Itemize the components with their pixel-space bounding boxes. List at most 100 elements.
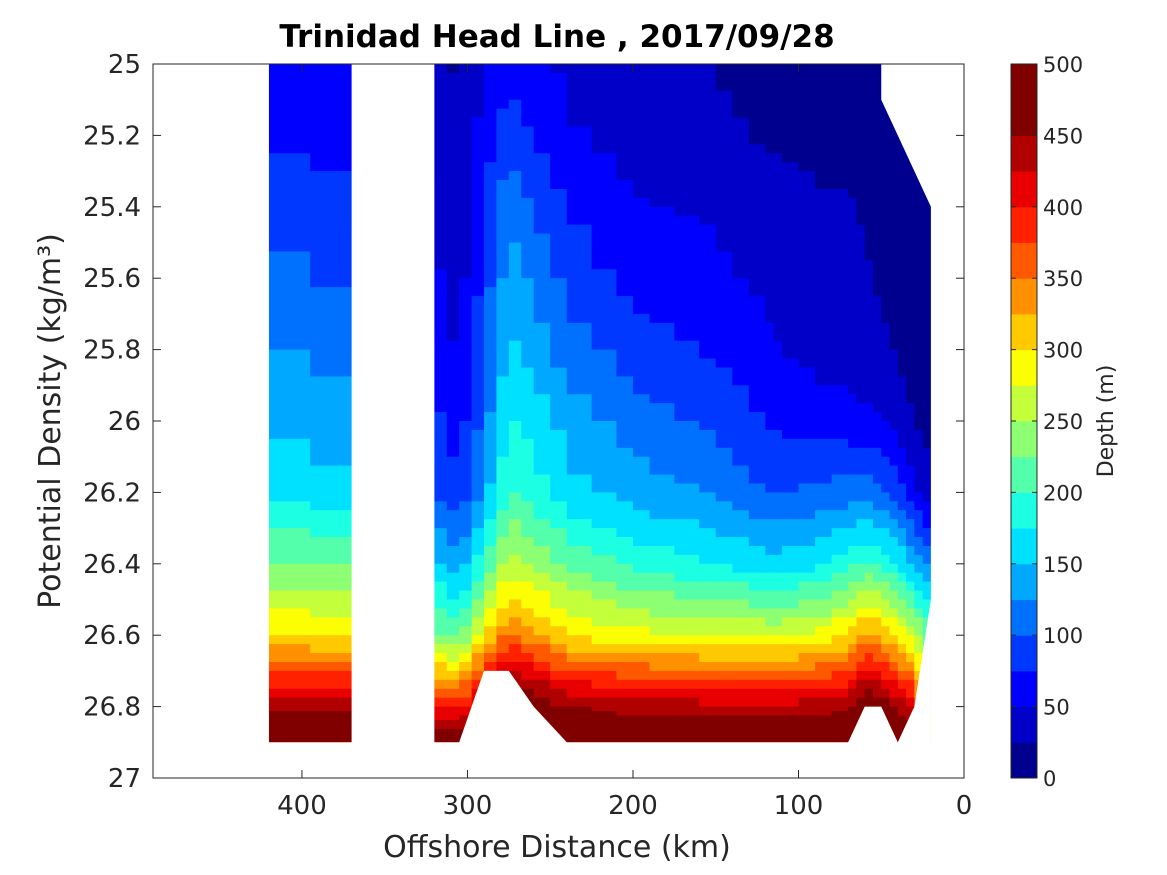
contour-cell <box>268 322 311 333</box>
contour-cell <box>446 617 460 627</box>
contour-cell <box>616 492 634 502</box>
contour-cell <box>922 367 932 377</box>
contour-cell <box>897 581 907 592</box>
contour-cell <box>533 358 551 369</box>
contour-cell <box>591 711 618 717</box>
contour-cell <box>881 438 891 449</box>
contour-cell <box>872 224 882 235</box>
contour-cell <box>798 728 816 734</box>
contour-cell <box>748 126 766 136</box>
contour-cell <box>459 501 473 511</box>
contour-cell <box>508 358 522 369</box>
contour-cell <box>715 180 733 190</box>
contour-cell <box>856 688 866 699</box>
contour-cell <box>459 697 473 708</box>
contour-cell <box>748 581 766 592</box>
contour-cell <box>434 706 448 712</box>
contour-cell <box>533 251 551 261</box>
contour-cell <box>864 519 874 529</box>
contour-cell <box>864 421 874 431</box>
contour-cell <box>881 108 891 119</box>
contour-cell <box>434 206 448 217</box>
contour-cell <box>748 706 766 712</box>
contour-cell <box>310 349 353 360</box>
contour-cell <box>471 456 485 467</box>
contour-cell <box>881 670 891 681</box>
contour-cell <box>310 733 353 739</box>
contour-cell <box>434 153 448 163</box>
contour-cell <box>848 697 858 708</box>
contour-cell <box>459 144 473 154</box>
contour-cell <box>446 385 460 395</box>
contour-cell <box>732 296 750 306</box>
contour-cell <box>715 81 733 92</box>
contour-cell <box>848 626 858 636</box>
contour-cell <box>815 135 833 145</box>
contour-cell <box>310 233 353 244</box>
contour-cell <box>310 724 353 730</box>
contour-cell <box>773 197 783 208</box>
contour-cell <box>616 135 634 145</box>
contour-cell <box>471 492 485 502</box>
contour-cell <box>550 171 568 181</box>
contour-cell <box>881 385 891 395</box>
contour-cell <box>616 394 634 404</box>
contour-cell <box>268 724 311 730</box>
contour-cell <box>906 313 915 324</box>
contour-cell <box>848 715 858 721</box>
contour-cell <box>533 171 551 181</box>
contour-cell <box>649 528 675 538</box>
contour-cell <box>310 322 353 333</box>
contour-cell <box>881 447 891 458</box>
contour-cell <box>848 394 858 404</box>
contour-cell <box>566 626 593 636</box>
contour-cell <box>889 545 899 556</box>
contour-cell <box>856 367 866 377</box>
contour-cell <box>848 304 858 315</box>
contour-cell <box>674 715 700 721</box>
contour-cell <box>781 724 800 730</box>
contour-cell <box>815 206 833 217</box>
contour-cell <box>310 706 353 712</box>
contour-cell <box>550 72 568 83</box>
contour-cell <box>881 572 891 583</box>
contour-cell <box>649 412 675 422</box>
contour-cell <box>496 608 510 618</box>
contour-cell <box>521 331 535 342</box>
contour-cell <box>533 64 551 74</box>
contour-cell <box>699 99 717 110</box>
contour-cell <box>773 349 783 360</box>
contour-cell <box>889 554 899 565</box>
contour-cell <box>521 135 535 145</box>
contour-cell <box>889 197 899 208</box>
contour-cell <box>856 313 866 324</box>
contour-cell <box>856 215 866 226</box>
colorbar-swatch <box>1011 456 1037 493</box>
contour-cell <box>591 483 618 493</box>
contour-cell <box>649 599 675 610</box>
contour-cell <box>496 180 510 190</box>
contour-cell <box>616 108 634 119</box>
contour-cell <box>906 278 915 288</box>
contour-cell <box>649 385 675 395</box>
contour-cell <box>434 733 448 739</box>
contour-cell <box>864 492 874 502</box>
contour-cell <box>471 197 485 208</box>
contour-cell <box>831 572 849 583</box>
contour-cell <box>773 394 783 404</box>
contour-cell <box>566 670 593 681</box>
contour-cell <box>649 340 675 351</box>
contour-cell <box>521 617 535 627</box>
contour-cell <box>856 358 866 369</box>
contour-cell <box>815 501 833 511</box>
contour-cell <box>550 64 568 74</box>
colorbar-swatch <box>1011 492 1037 529</box>
contour-cell <box>773 224 783 235</box>
contour-cell <box>798 376 816 386</box>
contour-cell <box>471 99 485 110</box>
contour-cell <box>471 296 485 306</box>
contour-cell <box>533 679 551 690</box>
contour-cell <box>848 72 858 83</box>
contour-cell <box>732 162 750 172</box>
contour-cell <box>914 358 924 369</box>
